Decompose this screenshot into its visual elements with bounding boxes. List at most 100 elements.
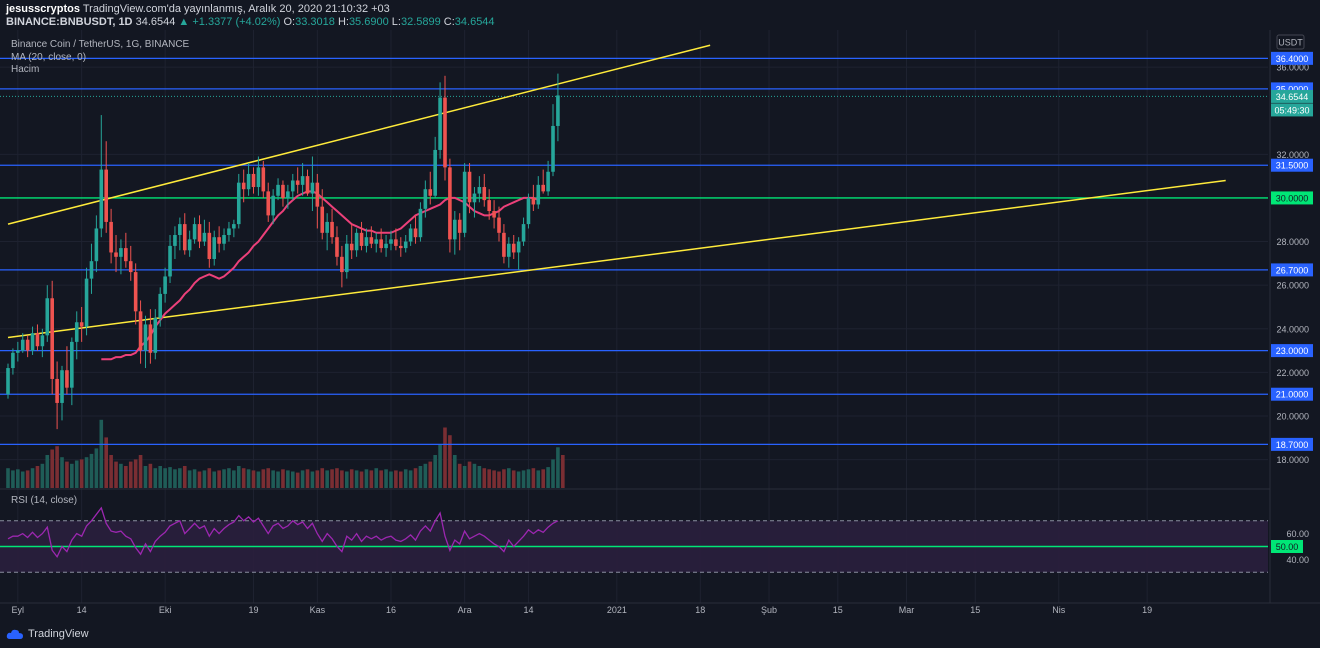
price-tick-7: 18.0000 [1276,455,1309,465]
volume-bar-102 [507,468,511,488]
volume-bar-61 [305,469,310,488]
volume-bar-82 [408,470,413,488]
volume-legend[interactable]: Hacim [11,64,40,75]
price-tick-1: 32.0000 [1276,150,1309,160]
volume-bar-78 [389,471,393,488]
time-tick-14: Nis [1052,605,1065,615]
volume-bar-110 [546,467,550,488]
candle-body-48 [241,182,246,190]
grid-lines [0,30,1268,603]
rsi-level-tag: 50.00 [1276,542,1299,552]
close-label: C: [443,16,455,28]
candle-body-37 [187,239,192,251]
volume-bar-11 [60,457,64,488]
volume-bar-13 [70,463,74,488]
volume-bar-10 [55,446,59,488]
volume-bar-28 [143,466,148,488]
volume-bar-88 [438,444,442,488]
price-tick-4: 24.0000 [1276,324,1309,334]
candle-body-83 [413,228,418,238]
candle-body-94 [467,171,472,203]
level-tag-0-bg [1271,51,1313,65]
time-tick-1: 14 [77,605,87,615]
candle-body-19 [99,169,104,229]
candle-body-103 [511,243,516,253]
candle-body-91 [453,219,457,240]
volume-bar-2 [16,469,20,488]
volume-bar-36 [182,466,187,488]
candle-body-112 [556,95,560,126]
time-tick-3: 19 [248,605,258,615]
horizontal-levels[interactable] [0,57,1268,446]
rsi-legend[interactable]: RSI (14, close) [11,495,78,506]
rsi-level-tag-bg [1271,540,1303,553]
candle-body-50 [251,173,256,188]
time-tick-4: Kas [310,605,326,615]
candle-body-80 [399,245,403,249]
candle-body-69 [344,243,349,273]
volume-bar-46 [232,470,236,488]
tradingview-footer[interactable]: TradingView [6,628,89,640]
volume-bar-93 [462,466,467,488]
rsi-line [7,506,559,559]
candle-body-99 [492,211,496,218]
volume-bar-44 [222,469,226,488]
chart-canvas[interactable]: USDT 36.0000 32.0000 28.0000 26.0000 24.0000 2… [0,30,1320,628]
candle-body-18 [94,228,99,262]
candle-body-72 [359,232,364,246]
volume-bar-47 [236,466,241,488]
high-value: 35.6900 [348,16,389,28]
last-price: 34.6544 [135,16,176,28]
volume-bar-68 [340,470,344,488]
volume-bar-111 [551,459,555,488]
volume-bar-3 [20,471,25,488]
volume-bar-15 [79,459,84,488]
channel-lines[interactable] [7,44,1226,339]
time-axis[interactable]: Eyl 14 Eki 19 Kas 16 Ara 14 2021 18 Şub 15 Mar 15 Nis 1… [0,602,1320,615]
volume-bar-104 [516,471,521,488]
candle-body-109 [541,184,545,192]
volume-bar-60 [300,470,305,488]
price-change: ▲ +1.3377 (+4.02%) [178,16,281,28]
volume-bar-80 [399,471,403,488]
candle-body-60 [300,176,305,185]
candle-body-111 [551,125,555,172]
candle-body-0 [6,368,10,395]
volume-bar-6 [35,466,40,488]
low-label: L: [391,16,401,28]
author-name[interactable]: jesusscryptos [6,3,80,15]
candle-body-22 [114,252,118,257]
volume-bar-70 [349,469,354,488]
level-tag-5: 23.0000 [1276,346,1309,356]
price-axis[interactable]: USDT 36.0000 32.0000 28.0000 26.0000 24.0000 2… [1269,30,1320,603]
ma-legend[interactable]: MA (20, close, 0) [11,52,87,63]
candle-body-17 [89,261,94,279]
candle-body-92 [457,219,462,233]
volume-bar-29 [148,463,153,488]
price-axis-bg [1270,30,1320,603]
volume-bar-63 [315,470,320,488]
volume-bar-39 [197,471,202,488]
currency-box [1276,34,1305,50]
time-tick-7: 14 [523,605,533,615]
brand-name: TradingView [28,628,89,640]
level-tag-4-bg [1271,263,1313,277]
candle-body-96 [477,187,482,194]
candle-body-98 [487,200,491,212]
candle-body-82 [408,228,413,242]
volume-bar-67 [335,468,339,488]
price-tick-5: 22.0000 [1276,368,1309,378]
close-value: 34.6544 [454,16,495,28]
volume-bar-37 [187,470,192,488]
candle-body-75 [374,239,379,244]
volume-bar-106 [526,469,531,488]
volume-bar-58 [290,471,295,488]
volume-bar-90 [448,435,452,488]
volume-bar-83 [413,468,418,488]
volume-bar-59 [295,472,300,488]
volume-bar-92 [457,463,462,488]
candle-body-102 [507,243,511,257]
candle-body-52 [261,167,266,192]
level-tag-2-bg [1271,158,1313,172]
open-label: O: [283,16,296,28]
